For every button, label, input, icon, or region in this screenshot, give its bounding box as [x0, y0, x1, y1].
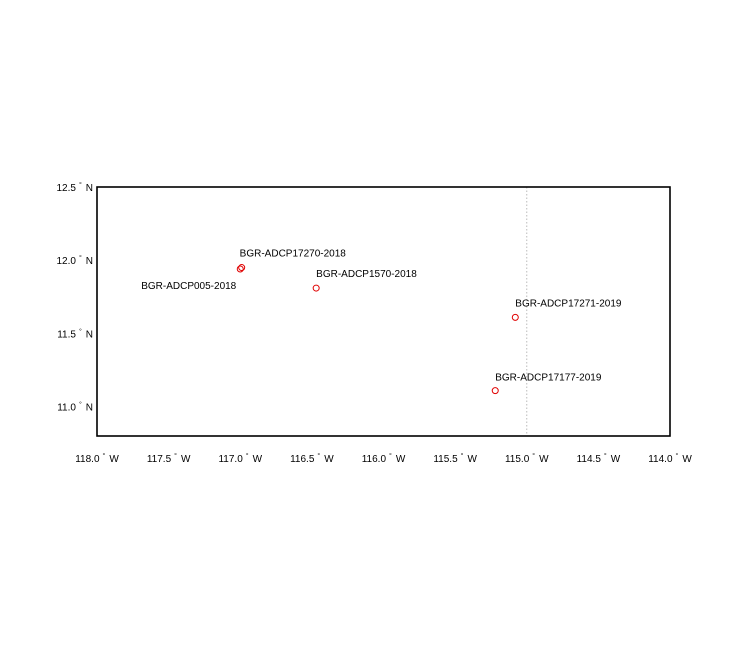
station-label: BGR-ADCP17177-2019 [495, 373, 602, 384]
map-frame [96, 186, 671, 437]
station-marker[interactable] [491, 387, 499, 395]
lat-tick-label: 12.0 ° N [56, 254, 93, 267]
lon-tick-label: 115.0 ° W [505, 452, 549, 465]
lon-tick-label: 114.0 ° W [648, 452, 692, 465]
lon-tick-label: 116.0 ° W [362, 452, 406, 465]
lon-tick-label: 118.0 ° W [75, 452, 119, 465]
station-label: BGR-ADCP1570-2018 [316, 269, 417, 280]
lat-tick-label: 11.0 ° N [57, 401, 93, 414]
lon-tick-label: 117.5 ° W [147, 452, 191, 465]
station-marker[interactable] [312, 284, 320, 292]
station-marker[interactable] [238, 264, 246, 272]
station-marker[interactable] [236, 265, 244, 273]
station-label: BGR-ADCP17270-2018 [240, 249, 347, 260]
lon-tick-label: 114.5 ° W [577, 452, 621, 465]
lat-tick-label: 12.5 ° N [56, 181, 93, 194]
lon-tick-label: 115.5 ° W [433, 452, 477, 465]
lon-tick-label: 117.0 ° W [218, 452, 262, 465]
station-marker[interactable] [511, 313, 519, 321]
lat-tick-label: 11.5 ° N [57, 327, 93, 340]
station-label: BGR-ADCP17271-2019 [515, 298, 622, 309]
lon-tick-label: 116.5 ° W [290, 452, 334, 465]
station-label: BGR-ADCP005-2018 [141, 281, 236, 292]
